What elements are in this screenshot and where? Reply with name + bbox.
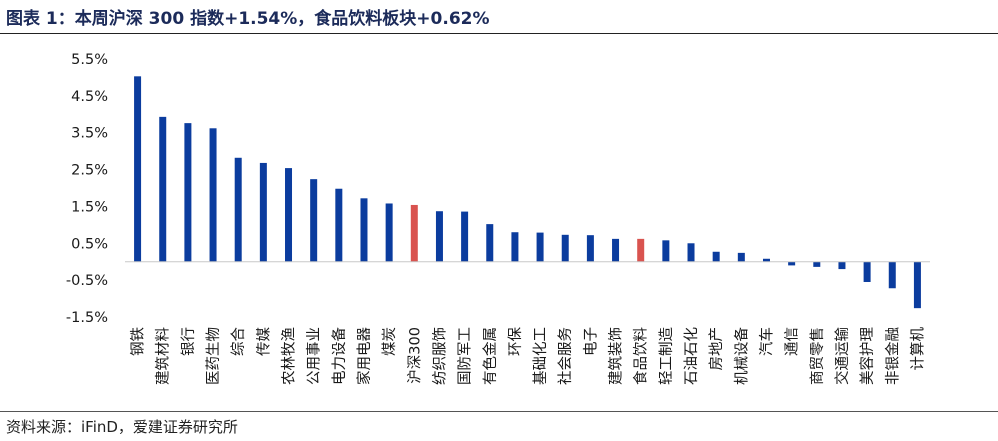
bar (285, 168, 293, 262)
y-tick-label: 1.5% (71, 199, 108, 215)
bar (435, 211, 443, 262)
x-tick-label: 环保 (507, 327, 524, 356)
x-tick-label: 传媒 (255, 327, 272, 356)
bar (788, 261, 796, 266)
bar (813, 261, 821, 267)
x-tick-label: 计算机 (909, 327, 926, 371)
x-tick-label: 家用电器 (356, 327, 373, 385)
x-tick-label: 商贸零售 (809, 327, 826, 385)
bar (913, 261, 921, 309)
x-tick-label: 纺织服饰 (431, 327, 448, 385)
bar (184, 123, 192, 262)
y-tick-label: 5.5% (71, 52, 108, 68)
x-tick-label: 石油石化 (683, 327, 700, 385)
source-note: 资料来源：iFinD，爱建证券研究所 (6, 418, 238, 436)
bar (612, 238, 620, 262)
x-tick-label: 非银金融 (884, 327, 901, 385)
y-tick-label: 4.5% (71, 89, 108, 105)
x-tick-label: 建筑材料 (155, 327, 172, 385)
bars (134, 76, 921, 309)
bar (310, 179, 318, 262)
x-tick-label: 农林牧渔 (281, 327, 298, 385)
y-tick-label: 2.5% (71, 163, 108, 179)
bar (536, 232, 544, 262)
x-tick-label: 钢铁 (130, 327, 147, 356)
x-tick-label: 汽车 (758, 327, 775, 356)
bar (712, 251, 720, 262)
top-divider (0, 33, 998, 34)
chart-title: 图表 1：本周沪深 300 指数+1.54%，食品饮料板块+0.62% (6, 9, 490, 29)
bar (234, 157, 242, 262)
bar (486, 224, 494, 262)
bar (360, 198, 368, 262)
bar (335, 188, 343, 262)
bar (134, 76, 142, 262)
x-tick-label: 医药生物 (205, 327, 222, 385)
y-axis: 5.5% 4.5% 3.5% 2.5% 1.5% 0.5% -0.5% -1.5% (66, 52, 108, 326)
y-tick-label: -0.5% (66, 273, 108, 289)
bar (687, 243, 695, 262)
bar (410, 204, 418, 262)
bar (259, 162, 267, 262)
x-tick-label: 有色金属 (482, 327, 499, 385)
x-tick-label: 社会服务 (557, 327, 574, 385)
x-tick-label: 基础化工 (532, 327, 549, 385)
bar (662, 240, 670, 262)
x-tick-label: 综合 (230, 327, 247, 356)
x-tick-label: 轻工制造 (658, 327, 675, 385)
x-tick-label: 电力设备 (331, 327, 348, 385)
x-tick-label: 煤炭 (381, 327, 398, 356)
bar (838, 261, 846, 270)
y-tick-label: 0.5% (71, 236, 108, 252)
bar (159, 116, 167, 262)
x-tick-label: 房地产 (708, 327, 725, 371)
x-tick-label: 银行 (180, 327, 197, 356)
x-tick-label: 机械设备 (733, 327, 750, 385)
x-tick-label: 食品饮料 (633, 327, 650, 385)
bar (637, 238, 645, 262)
x-tick-label: 电子 (582, 327, 599, 356)
y-tick-label: -1.5% (66, 310, 108, 326)
x-tick-label: 公用事业 (306, 327, 323, 385)
x-tick-label: 国防军工 (457, 327, 474, 385)
x-tick-label: 美容护理 (859, 327, 876, 385)
bar (511, 232, 519, 262)
bar (888, 261, 896, 289)
bar (385, 203, 393, 262)
x-tick-label: 建筑装饰 (608, 327, 625, 385)
bar (586, 235, 594, 262)
bar (461, 211, 469, 262)
x-tick-label: 交通运输 (833, 327, 851, 385)
bar (762, 258, 770, 262)
x-axis-labels: 钢铁 建筑材料 银行 医药生物 综合 传媒 农林牧渔 公用事业 电力设备 家用电器 煤炭 沪深300 纺… (130, 327, 927, 385)
x-tick-label: 通信 (784, 327, 801, 356)
bar (737, 252, 745, 262)
y-tick-label: 3.5% (71, 126, 108, 142)
x-tick-label: 沪深300 (406, 327, 423, 384)
bar (863, 261, 871, 282)
bar (561, 234, 569, 262)
bottom-divider (0, 411, 998, 412)
bar (209, 128, 217, 262)
